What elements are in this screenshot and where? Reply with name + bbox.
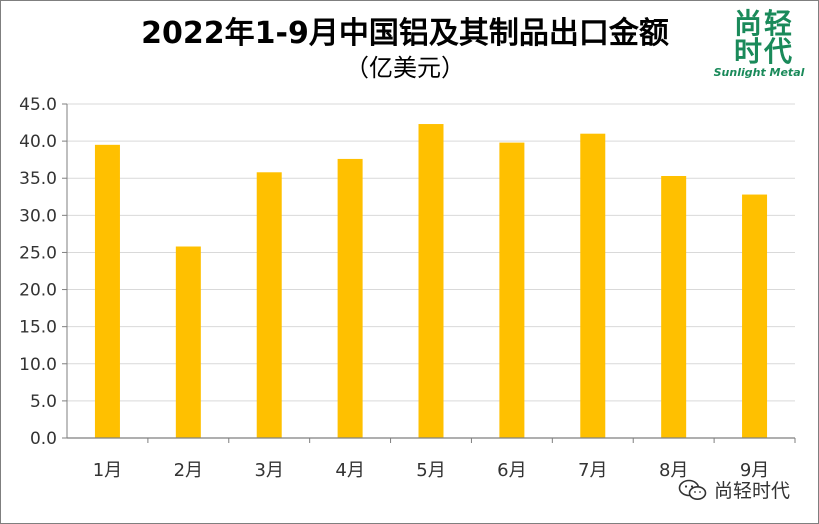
y-tick-label: 30.0 [19, 206, 57, 226]
axes [62, 103, 796, 443]
bar [661, 175, 687, 439]
bar [256, 172, 282, 439]
y-tick-label: 45.0 [19, 95, 57, 115]
brand-logo: 尚轻 时代 Sunlight Metal [706, 10, 812, 80]
chart-title: 2022年1-9月中国铝及其制品出口金额 [141, 16, 669, 51]
bar [418, 124, 444, 438]
bar [499, 142, 525, 438]
wechat-icon [678, 479, 707, 500]
y-tick-label: 15.0 [19, 318, 57, 338]
x-tick-label: 9月 [740, 460, 769, 481]
x-tick-label: 3月 [254, 460, 283, 481]
x-tick-labels: 1月 2月 3月 4月 5月 6月 7月 8月 9月 [93, 460, 770, 481]
y-tick-label: 0.0 [30, 429, 57, 449]
y-tick-label: 25.0 [19, 243, 57, 263]
bars [94, 124, 768, 439]
chart-subtitle: （亿美元） [345, 54, 465, 82]
y-tick-label: 40.0 [19, 132, 57, 152]
logo-text-cn-line1: 尚轻 [734, 7, 795, 40]
y-tick-label: 5.0 [30, 392, 57, 412]
y-tick-label: 35.0 [19, 169, 57, 189]
logo-text-en: Sunlight Metal [713, 66, 805, 79]
x-tick-label: 4月 [335, 460, 364, 481]
x-tick-label: 5月 [416, 460, 445, 481]
logo-text-cn-line2: 时代 [734, 35, 795, 68]
x-tick-label: 1月 [93, 460, 122, 481]
watermark-text: 尚轻时代 [714, 480, 791, 502]
y-tick-label: 20.0 [19, 281, 57, 301]
y-tick-labels: 0.0 5.0 10.0 15.0 20.0 25.0 30.0 35.0 40.0 45.0 [19, 95, 57, 449]
x-tick-label: 2月 [174, 460, 203, 481]
x-tick-label: 7月 [578, 460, 607, 481]
x-tick-label: 6月 [497, 460, 526, 481]
bar [94, 144, 120, 439]
watermark: 尚轻时代 [678, 476, 790, 503]
logo-text-cn: 尚轻 时代 [734, 10, 794, 66]
x-tick-label: 8月 [659, 460, 688, 481]
bar [337, 158, 363, 438]
y-tick-label: 10.0 [19, 355, 57, 375]
bar [580, 133, 606, 438]
bar [742, 194, 768, 438]
bar [175, 246, 201, 438]
